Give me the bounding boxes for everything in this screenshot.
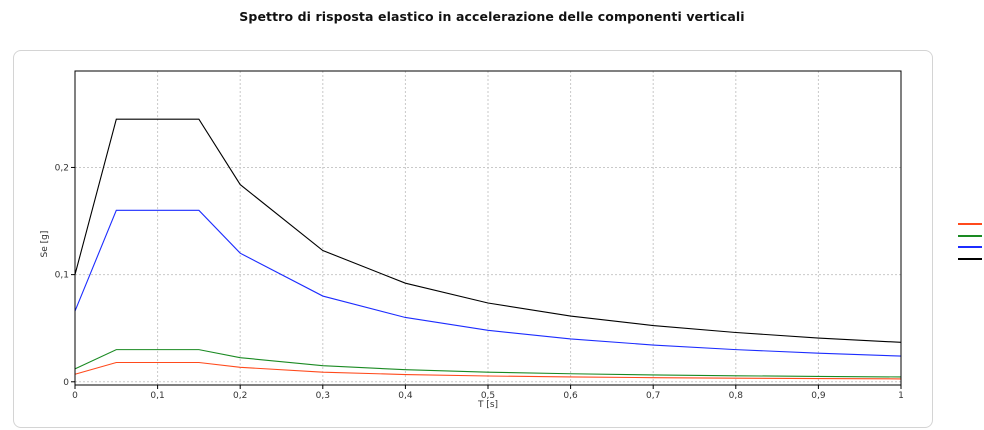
x-tick-label: 0,2 bbox=[233, 391, 247, 401]
axis-layer: 0 0,1 0,2 0,3 0,4 0,5 0,6 0,7 0,8 0,9 1 0 0,1 0,2 T [s… bbox=[40, 70, 904, 410]
y-axis-label: Se [g] bbox=[40, 231, 50, 258]
x-tick-label: 0 bbox=[72, 391, 78, 401]
series-line-1 bbox=[74, 349, 902, 378]
chart-title: Spettro di risposta elastico in accelera… bbox=[239, 9, 745, 24]
x-axis-label: T [s] bbox=[477, 400, 498, 410]
grid-layer bbox=[75, 71, 901, 385]
x-tick-label: 0,5 bbox=[481, 391, 495, 401]
x-tick-label: 0,8 bbox=[729, 391, 744, 401]
x-tick-label: 0,4 bbox=[398, 391, 413, 401]
y-tick-label: 0 bbox=[63, 378, 69, 388]
y-tick-label: 0,2 bbox=[55, 163, 69, 173]
series-line-2 bbox=[74, 209, 902, 357]
y-tick-label: 0,1 bbox=[55, 271, 69, 281]
series-layer bbox=[74, 118, 902, 380]
legend-item[interactable] bbox=[958, 242, 982, 254]
chart-card bbox=[13, 50, 933, 428]
x-tick-label: 1 bbox=[898, 391, 904, 401]
legend-swatch bbox=[958, 257, 982, 260]
legend-swatch bbox=[958, 246, 982, 248]
legend-swatch bbox=[958, 223, 982, 225]
legend-swatch bbox=[958, 234, 982, 237]
x-tick-label: 0,6 bbox=[563, 391, 578, 401]
legend-item[interactable] bbox=[958, 219, 982, 231]
x-tick-label: 0,9 bbox=[811, 391, 826, 401]
legend-item[interactable] bbox=[958, 254, 982, 266]
x-tick-label: 0,3 bbox=[316, 391, 330, 401]
x-tick-label: 0,1 bbox=[150, 391, 164, 401]
series-line-3 bbox=[74, 118, 902, 343]
series-line-0 bbox=[74, 361, 902, 380]
x-tick-label: 0,7 bbox=[646, 391, 660, 401]
legend-item[interactable] bbox=[958, 231, 982, 243]
chart-legend bbox=[958, 219, 982, 265]
